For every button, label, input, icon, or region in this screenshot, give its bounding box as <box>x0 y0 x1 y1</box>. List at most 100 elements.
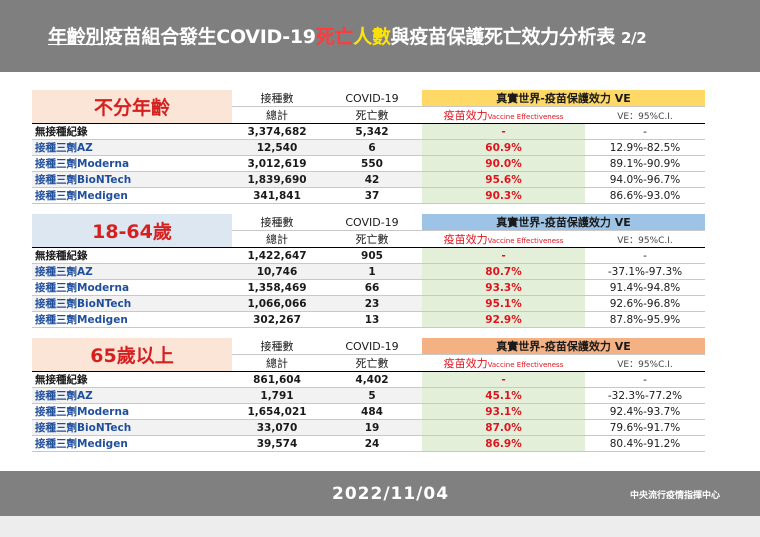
header-death: 死亡數 <box>322 106 422 124</box>
row-deaths: 42 <box>322 171 422 188</box>
header-death: 死亡數 <box>322 354 422 372</box>
row-label: 接種三劑BioNTech <box>32 295 232 312</box>
row-ci: 91.4%-94.8% <box>585 279 706 296</box>
table-row: 接種三劑Moderna 1,654,021 484 93.1% 92.4%-93.7% <box>32 403 706 420</box>
header-ve: 疫苗效力Vaccine Effectiveness <box>422 106 585 124</box>
row-ci: 92.6%-96.8% <box>585 295 706 312</box>
row-count: 3,012,619 <box>232 155 322 172</box>
table-row: 接種三劑Moderna 1,358,469 66 93.3% 91.4%-94.8% <box>32 279 706 296</box>
row-deaths: 66 <box>322 279 422 296</box>
table-row: 接種三劑Medigen 302,267 13 92.9% 87.8%-95.9% <box>32 311 706 328</box>
header-ve-en: Vaccine Effectiveness <box>487 237 564 245</box>
header-ve: 疫苗效力Vaccine Effectiveness <box>422 230 585 248</box>
subheader-row: 總計 死亡數 疫苗效力Vaccine Effectiveness VE：95%C.I. <box>32 106 706 124</box>
row-ve: 86.9% <box>422 435 585 452</box>
row-ci: - <box>585 371 706 388</box>
row-ve: 87.0% <box>422 419 585 436</box>
row-ci: 92.4%-93.7% <box>585 403 706 420</box>
header-vaccinated: 接種數 <box>232 90 322 107</box>
age-group-label: 不分年齡 <box>32 90 232 124</box>
row-ci: 80.4%-91.2% <box>585 435 706 452</box>
title-red: 死亡 <box>315 26 354 48</box>
row-count: 33,070 <box>232 419 322 436</box>
header-ve-zh: 疫苗效力 <box>443 233 488 246</box>
row-ve: 80.7% <box>422 263 585 280</box>
table-row: 接種三劑BioNTech 1,066,066 23 95.1% 92.6%-96.8% <box>32 295 706 312</box>
subheader-row: 總計 死亡數 疫苗效力Vaccine Effectiveness VE：95%C.I. <box>32 354 706 372</box>
row-label: 接種三劑BioNTech <box>32 419 232 436</box>
row-label: 無接種紀錄 <box>32 371 232 388</box>
row-count: 1,839,690 <box>232 171 322 188</box>
row-count: 302,267 <box>232 311 322 328</box>
row-deaths: 13 <box>322 311 422 328</box>
row-count: 1,654,021 <box>232 403 322 420</box>
title-prefix: 年齡別 <box>48 26 105 48</box>
row-label: 接種三劑Medigen <box>32 435 232 452</box>
page-title: 年齡別疫苗組合發生COVID-19死亡人數與疫苗保護死亡效力分析表 2/2 <box>48 22 647 49</box>
header-ci: VE：95%C.I. <box>585 354 706 372</box>
footer-bar: 2022/11/04 中央流行疫情指揮中心 <box>0 471 760 516</box>
table-row: 接種三劑BioNTech 1,839,690 42 95.6% 94.0%-96.7% <box>32 171 706 188</box>
table-row: 接種三劑BioNTech 33,070 19 87.0% 79.6%-91.7% <box>32 419 706 436</box>
row-ci: -37.1%-97.3% <box>585 263 706 280</box>
section-table: 18-64歲 接種數 COVID-19 真實世界-疫苗保護效力 VE 總計 死亡數 疫苗效力… <box>32 214 706 328</box>
header-vaccinated: 接種數 <box>232 214 322 231</box>
row-ve: 95.6% <box>422 171 585 188</box>
row-ci: - <box>585 247 706 264</box>
row-label: 無接種紀錄 <box>32 123 232 140</box>
row-label: 接種三劑Moderna <box>32 403 232 420</box>
row-ve: 45.1% <box>422 387 585 404</box>
row-ci: 89.1%-90.9% <box>585 155 706 172</box>
row-label: 接種三劑BioNTech <box>32 171 232 188</box>
row-label: 接種三劑Medigen <box>32 187 232 204</box>
header-ve-zh: 疫苗效力 <box>443 109 488 122</box>
row-count: 3,374,682 <box>232 123 322 140</box>
section-table: 不分年齡 接種數 COVID-19 真實世界-疫苗保護效力 VE 總計 死亡數 疫苗效力Va… <box>32 90 706 204</box>
page-number: 2/2 <box>620 29 647 47</box>
row-label: 無接種紀錄 <box>32 247 232 264</box>
age-group-label: 18-64歲 <box>32 214 232 248</box>
row-deaths: 1 <box>322 263 422 280</box>
row-ve: 60.9% <box>422 139 585 156</box>
row-ve: 93.3% <box>422 279 585 296</box>
header-ve-group: 真實世界-疫苗保護效力 VE <box>422 338 706 355</box>
title-main: 疫苗組合發生COVID-19 <box>104 26 316 48</box>
row-ve: - <box>422 123 585 140</box>
header-ci: VE：95%C.I. <box>585 106 706 124</box>
header-total: 總計 <box>232 354 322 372</box>
row-deaths: 5 <box>322 387 422 404</box>
header-row: 65歲以上 接種數 COVID-19 真實世界-疫苗保護效力 VE <box>32 338 706 372</box>
row-ci: - <box>585 123 706 140</box>
footer-date: 2022/11/04 <box>332 484 450 504</box>
row-count: 1,791 <box>232 387 322 404</box>
row-ci: 86.6%-93.0% <box>585 187 706 204</box>
row-ve: 95.1% <box>422 295 585 312</box>
table-row: 無接種紀錄 3,374,682 5,342- - <box>32 123 706 140</box>
row-deaths: 905 <box>322 247 422 264</box>
table-row: 無接種紀錄 1,422,647 905- - <box>32 247 706 264</box>
row-ve: 93.1% <box>422 403 585 420</box>
header-ve-en: Vaccine Effectiveness <box>487 113 564 121</box>
table-row: 接種三劑AZ 10,746 1 80.7% -37.1%-97.3% <box>32 263 706 280</box>
table-row: 接種三劑AZ 12,540 6 60.9% 12.9%-82.5% <box>32 139 706 156</box>
title-yellow: 人數 <box>353 26 391 48</box>
row-deaths: 5,342 <box>322 123 422 140</box>
row-deaths: 23 <box>322 295 422 312</box>
row-count: 12,540 <box>232 139 322 156</box>
row-ci: 79.6%-91.7% <box>585 419 706 436</box>
header-row: 不分年齡 接種數 COVID-19 真實世界-疫苗保護效力 VE <box>32 90 706 124</box>
header-total: 總計 <box>232 230 322 248</box>
row-deaths: 37 <box>322 187 422 204</box>
title-post: 與疫苗保護死亡效力分析表 <box>390 26 616 48</box>
header-death: 死亡數 <box>322 230 422 248</box>
row-label: 接種三劑AZ <box>32 263 232 280</box>
row-deaths: 6 <box>322 139 422 156</box>
row-label: 接種三劑Moderna <box>32 279 232 296</box>
row-label: 接種三劑Medigen <box>32 311 232 328</box>
table-row: 接種三劑Moderna 3,012,619 550 90.0% 89.1%-90.9% <box>32 155 706 172</box>
row-count: 10,746 <box>232 263 322 280</box>
section-table: 65歲以上 接種數 COVID-19 真實世界-疫苗保護效力 VE 總計 死亡數 疫苗效力V… <box>32 338 706 452</box>
row-count: 1,066,066 <box>232 295 322 312</box>
header-covid: COVID-19 <box>322 338 422 355</box>
row-ve: - <box>422 247 585 264</box>
